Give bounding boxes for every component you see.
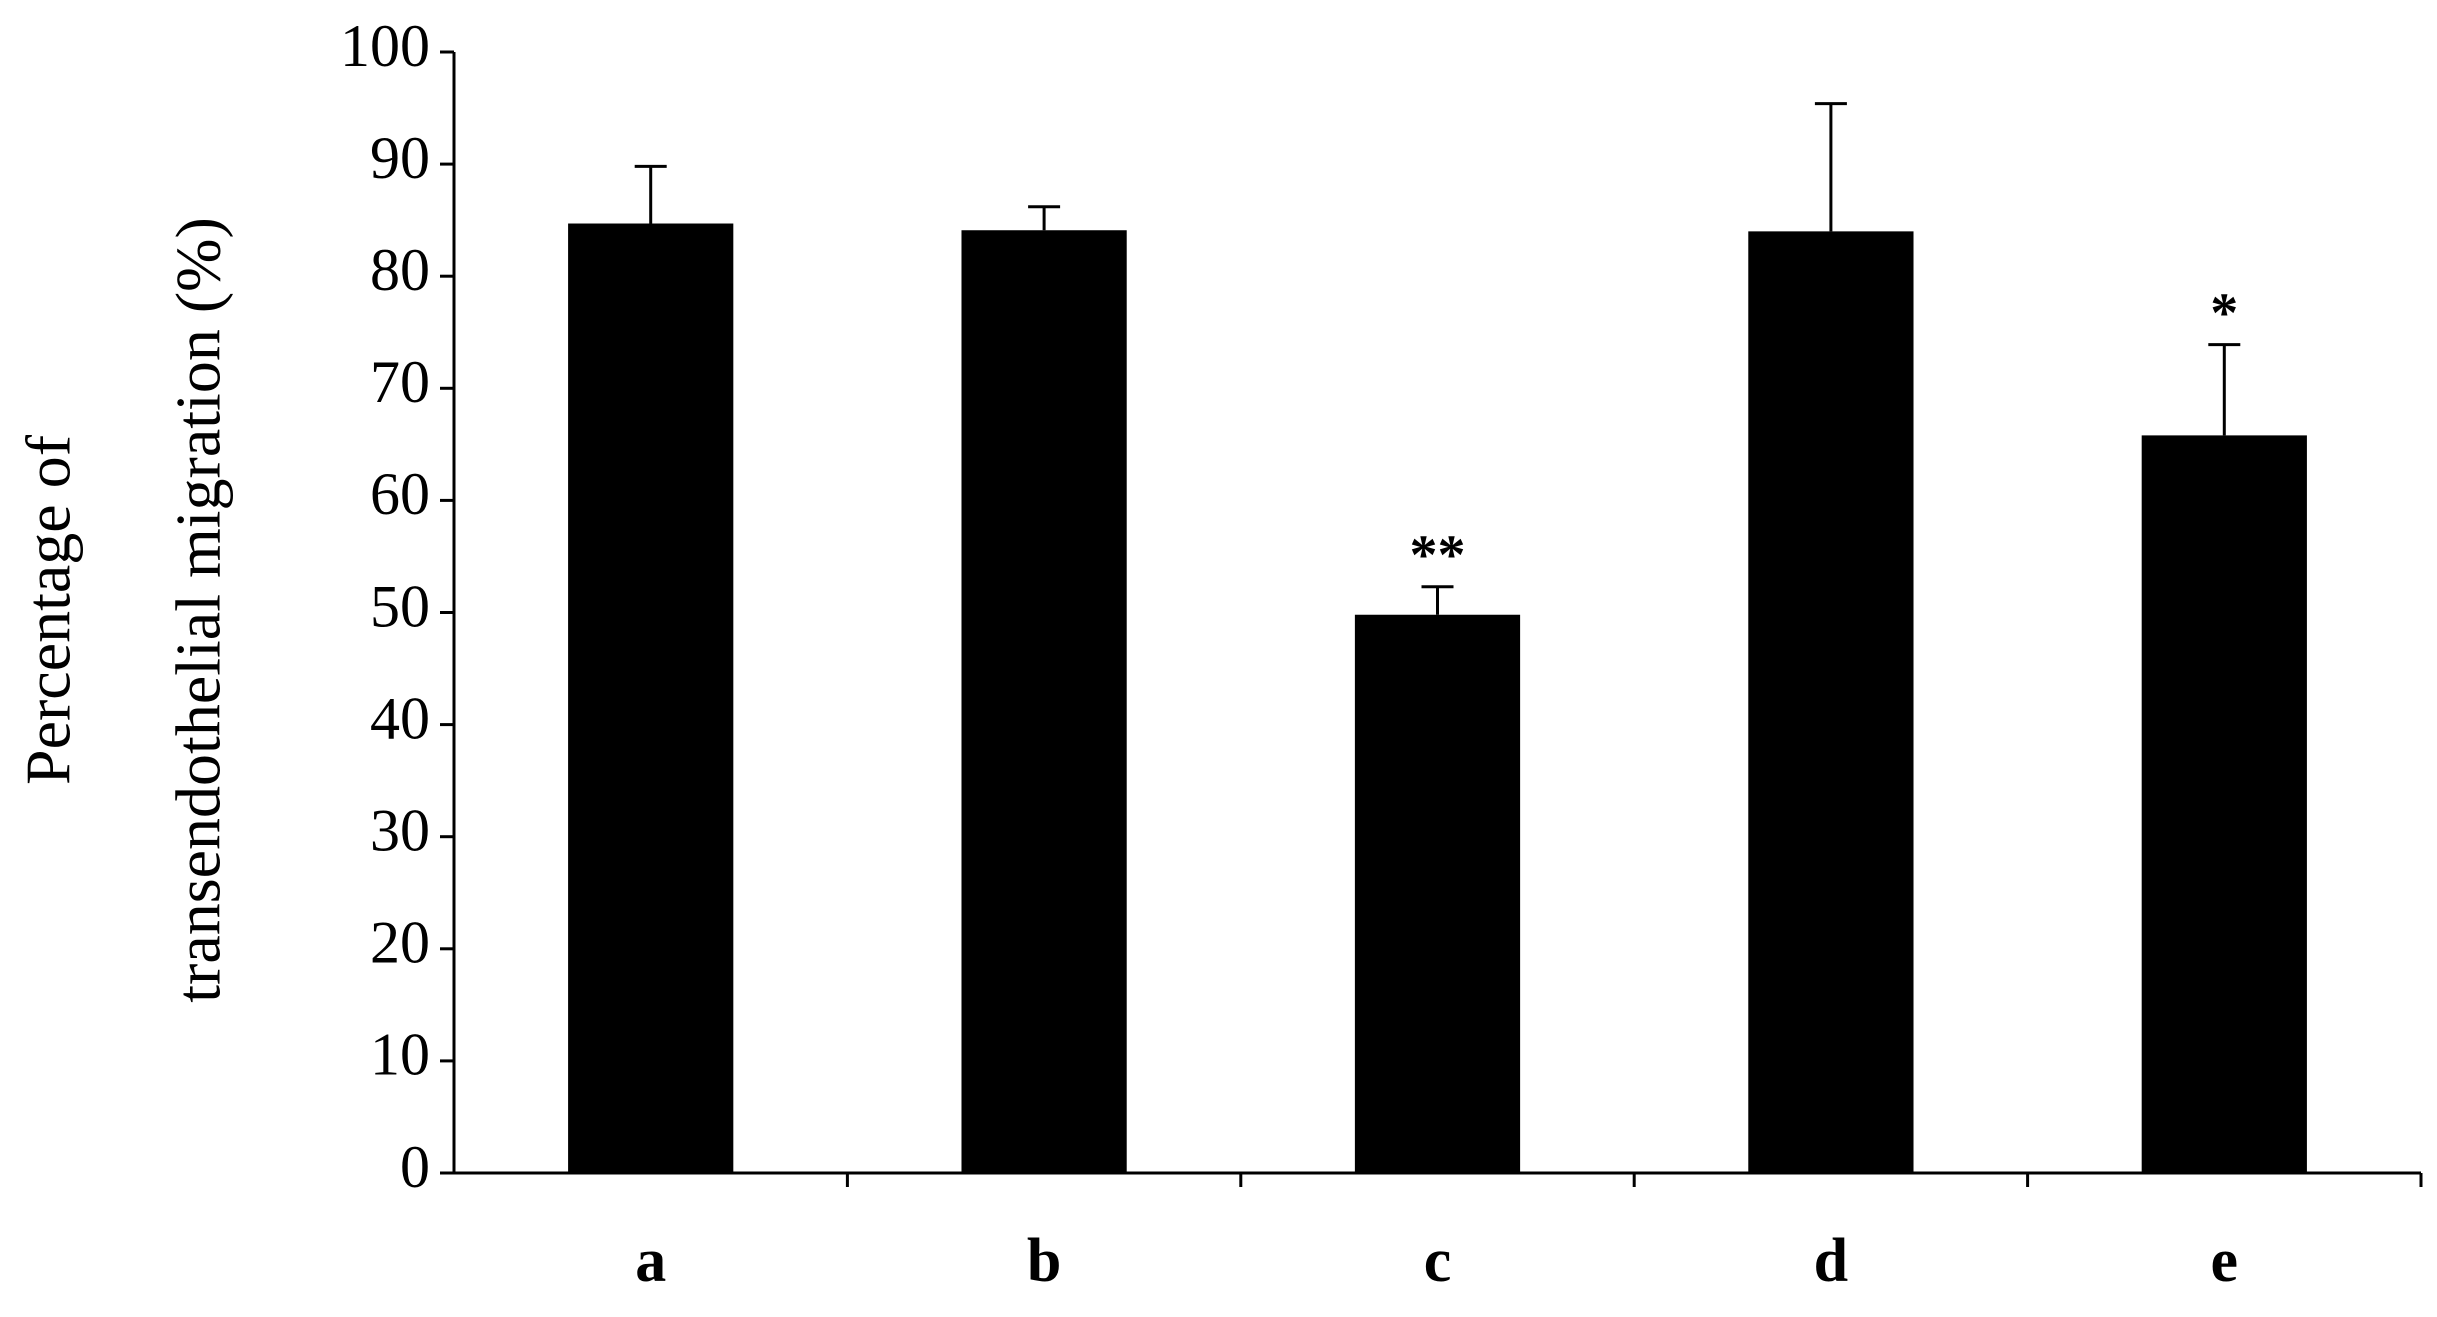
y-tick-label: 0 [400, 1134, 430, 1200]
y-tick-label: 40 [370, 685, 430, 751]
y-tick-label: 20 [370, 910, 430, 976]
x-tick-label: a [635, 1227, 666, 1295]
bar [2141, 435, 2307, 1174]
y-tick-label: 10 [370, 1022, 430, 1088]
y-axis-label-line: Percentage of [13, 434, 84, 785]
error-bar [1028, 205, 1061, 231]
y-tick-label: 50 [370, 573, 430, 639]
y-tick-label: 90 [370, 125, 430, 191]
error-bar [634, 164, 667, 224]
x-tick-label: e [2211, 1227, 2239, 1295]
x-tick-label: d [1814, 1227, 1848, 1295]
bar [1748, 231, 1914, 1174]
y-tick-label: 70 [370, 349, 430, 415]
x-tick-label: c [1424, 1227, 1452, 1295]
y-tick-label: 30 [370, 797, 430, 863]
significance-marker: ** [1410, 525, 1466, 587]
bar [568, 223, 734, 1173]
x-tick-label: b [1027, 1227, 1061, 1295]
y-axis-title: transendothelial migration (%) [163, 217, 234, 1003]
bar [961, 230, 1127, 1173]
y-axis-title: Percentage of [13, 434, 84, 785]
y-tick-label: 100 [340, 13, 430, 79]
bar [1354, 614, 1521, 1173]
y-tick-label: 80 [370, 237, 430, 303]
error-bar [1814, 102, 1847, 232]
error-bar [2208, 343, 2241, 436]
y-axis-label-line: transendothelial migration (%) [163, 217, 234, 1003]
error-bar [1421, 585, 1454, 615]
significance-marker: * [2210, 282, 2238, 344]
y-tick-label: 60 [370, 461, 430, 527]
